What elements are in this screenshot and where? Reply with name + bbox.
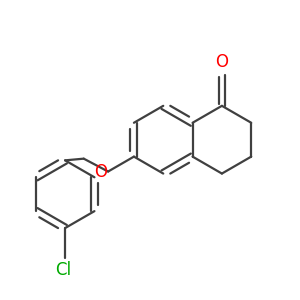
Text: Cl: Cl bbox=[56, 261, 72, 279]
Text: O: O bbox=[215, 53, 228, 71]
Text: O: O bbox=[94, 163, 106, 181]
